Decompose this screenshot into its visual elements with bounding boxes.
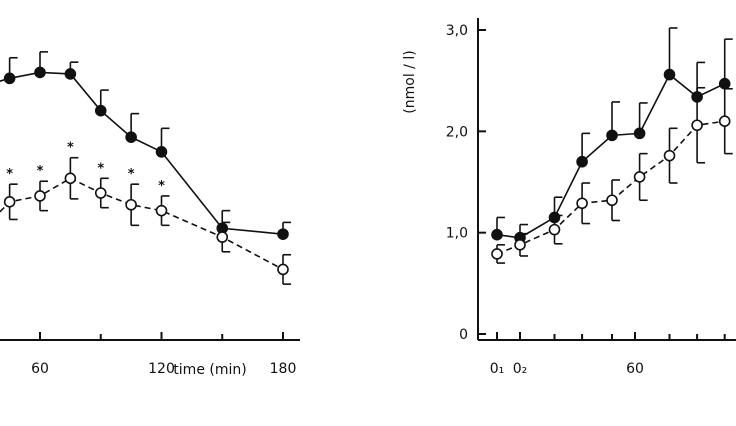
data-point	[633, 127, 646, 140]
data-point	[606, 194, 618, 207]
y-axis-title: (nmol / l)	[402, 50, 418, 113]
data-point	[663, 68, 676, 81]
significance-star: *	[128, 167, 135, 182]
x-tick-label: 0₁	[490, 361, 505, 377]
data-point	[277, 228, 289, 240]
y-tick-label: 1,0	[446, 226, 468, 242]
series-line	[496, 73, 726, 239]
series-line	[496, 120, 725, 255]
y-tick-label: 0	[459, 327, 468, 343]
significance-star: *	[37, 164, 44, 179]
x-tick-label: 60	[626, 361, 644, 377]
data-point	[718, 115, 731, 127]
data-point	[155, 204, 168, 217]
data-point	[633, 171, 646, 183]
data-point	[64, 68, 77, 80]
data-point	[277, 263, 289, 276]
data-point	[34, 190, 46, 202]
significance-star: *	[97, 161, 104, 176]
significance-star: *	[67, 141, 74, 156]
data-point	[3, 196, 16, 208]
x-tick-label: 180	[270, 361, 297, 377]
y-tick-label: 3,0	[446, 23, 468, 39]
data-point	[64, 172, 77, 185]
data-point	[216, 231, 229, 243]
data-point	[125, 198, 137, 211]
data-point	[94, 187, 107, 199]
data-point	[491, 228, 503, 241]
x-tick-label: 0₂	[513, 361, 528, 377]
data-point	[125, 131, 137, 143]
chart-left: 60 120 180 time (min) * * * * * *	[0, 51, 300, 378]
data-point	[576, 155, 588, 168]
data-point	[718, 77, 731, 90]
data-point	[576, 197, 588, 210]
data-point	[491, 248, 503, 260]
x-tick-label: 60	[31, 361, 49, 377]
data-point	[3, 72, 16, 85]
series-line	[0, 71, 284, 235]
series-2	[491, 86, 733, 264]
data-point	[691, 119, 703, 132]
data-point	[94, 104, 107, 117]
series-2: * * * * * *	[0, 141, 291, 285]
data-point	[34, 66, 46, 79]
significance-star: *	[158, 179, 165, 194]
data-point	[548, 223, 561, 236]
y-tick-label: 2,0	[446, 124, 468, 140]
x-tick-label: 120	[148, 361, 175, 377]
data-point	[663, 149, 676, 162]
data-point	[514, 239, 526, 251]
data-point	[155, 146, 168, 158]
significance-star: *	[6, 167, 13, 182]
chart-right: 0 1,0 2,0 3,0 0₁ 0₂ 60 (nmol / l)	[402, 18, 736, 377]
x-axis-title: time (min)	[173, 362, 246, 378]
data-point	[606, 129, 618, 142]
